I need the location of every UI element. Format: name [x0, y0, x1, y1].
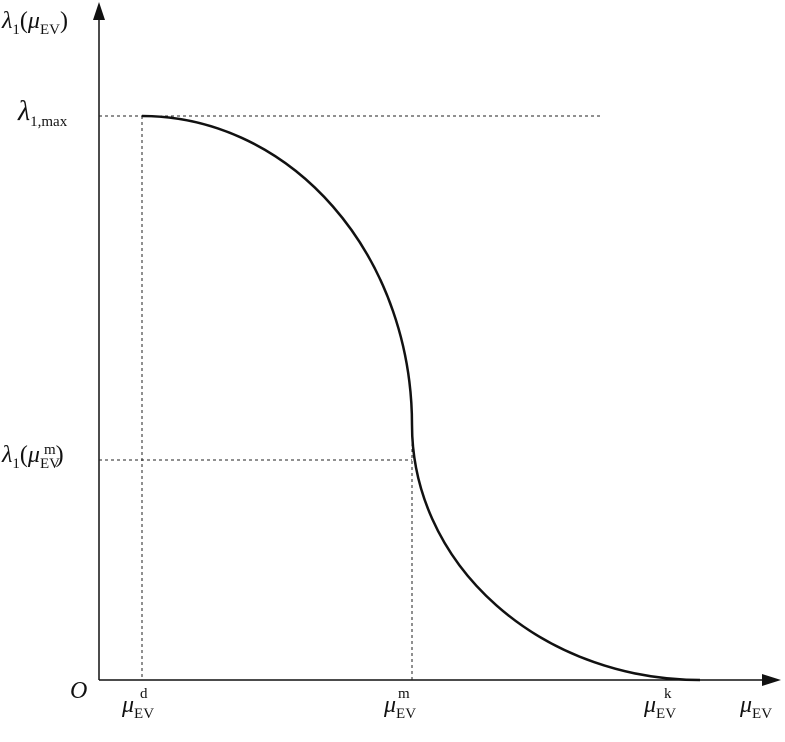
curve [141, 114, 701, 682]
x-label-d: μEVd [121, 686, 154, 722]
x-axis-label: μEV [739, 692, 772, 722]
x-label-m: μEVm [383, 686, 416, 722]
y-arrow [93, 2, 105, 20]
x-label-k: μEVk [643, 686, 676, 722]
y-label-m: λ1(μEVm) [1, 442, 64, 472]
y-axis-label: λ1(μEV) [1, 8, 68, 38]
origin: O [70, 678, 87, 704]
x-arrow [762, 674, 781, 686]
y-label-max: λ1,max [17, 96, 68, 130]
